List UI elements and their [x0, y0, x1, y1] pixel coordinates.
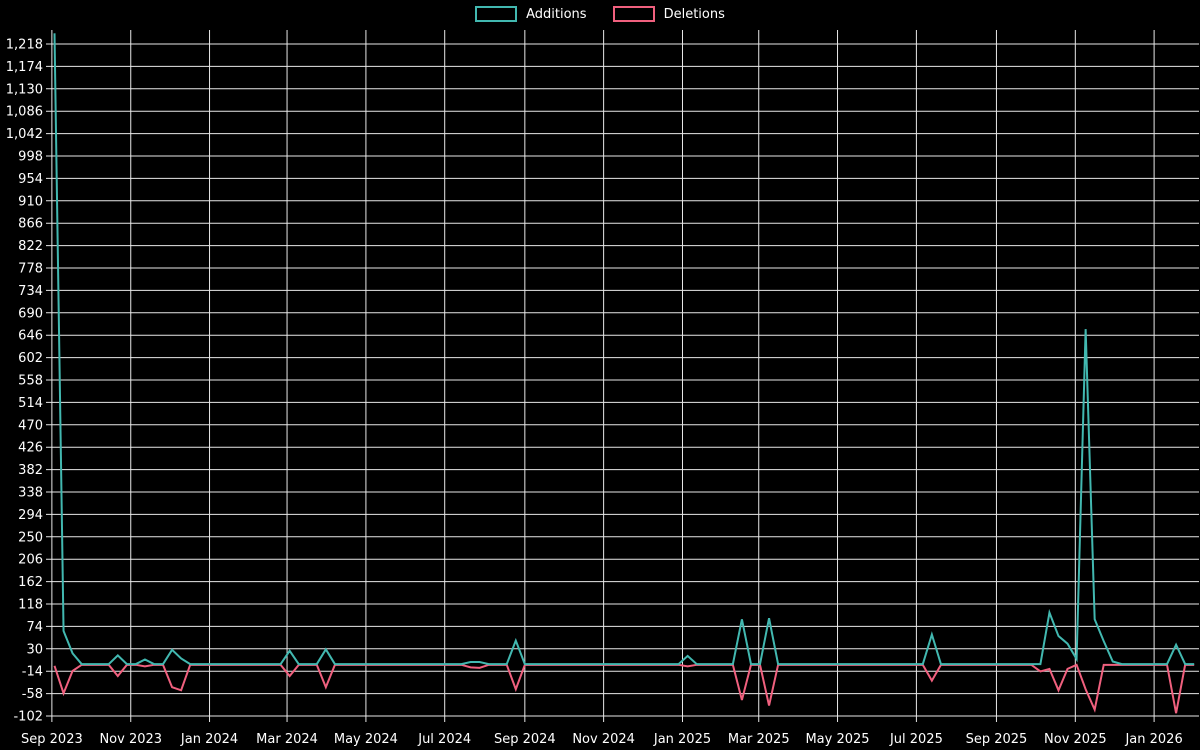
additions-line: [53, 33, 1195, 666]
x-tick-label: Jan 2026: [1124, 732, 1182, 747]
legend-item-additions[interactable]: Additions: [475, 6, 587, 22]
deletions-swatch: [612, 6, 655, 22]
y-tick-label: 470: [18, 418, 43, 433]
y-tick-label: 206: [18, 553, 43, 568]
x-tick-label: Jul 2024: [417, 732, 471, 747]
y-tick-label: 338: [18, 485, 43, 500]
y-tick-label: 1,042: [6, 127, 43, 142]
axis-labels: 1,218 1,174 1,130 1,086 1,042 998 954 910 866 822…: [6, 37, 1183, 747]
y-tick-label: -14: [22, 665, 43, 680]
x-tick-label: Jul 2025: [889, 732, 943, 747]
x-tick-label: May 2025: [805, 732, 869, 747]
additions-swatch: [475, 6, 518, 22]
y-tick-label: 910: [18, 194, 43, 209]
x-tick-label: Sep 2023: [21, 732, 83, 747]
y-tick-label: 514: [18, 396, 43, 411]
y-tick-label: 734: [18, 284, 43, 299]
grid-lines: [46, 30, 1199, 722]
x-tick-label: Nov 2025: [1044, 732, 1107, 747]
y-tick-label: 426: [18, 441, 43, 456]
x-tick-label: Sep 2025: [966, 732, 1028, 747]
additions-legend-label: Additions: [526, 6, 587, 22]
y-tick-label: -58: [22, 687, 43, 702]
y-tick-label: -102: [13, 709, 43, 724]
y-tick-label: 1,130: [6, 82, 43, 97]
chart-legend: Additions Deletions: [0, 6, 1200, 22]
y-tick-label: 822: [18, 239, 43, 254]
y-tick-label: 118: [18, 597, 43, 612]
y-tick-label: 30: [26, 642, 43, 657]
y-tick-label: 954: [18, 172, 43, 187]
x-tick-label: Nov 2023: [99, 732, 162, 747]
y-tick-label: 294: [18, 508, 43, 523]
y-tick-label: 866: [18, 217, 43, 232]
x-tick-label: Jan 2024: [180, 732, 238, 747]
x-tick-label: Mar 2024: [256, 732, 318, 747]
legend-item-deletions[interactable]: Deletions: [612, 6, 725, 22]
y-tick-label: 382: [18, 463, 43, 478]
x-tick-label: May 2024: [334, 732, 398, 747]
y-tick-label: 646: [18, 329, 43, 344]
y-tick-label: 74: [26, 620, 43, 635]
y-tick-label: 778: [18, 261, 43, 276]
y-tick-label: 250: [18, 530, 43, 545]
y-tick-label: 558: [18, 373, 43, 388]
y-tick-label: 602: [18, 351, 43, 366]
y-tick-label: 162: [18, 575, 43, 590]
x-tick-label: Nov 2024: [572, 732, 635, 747]
x-tick-label: Jan 2025: [653, 732, 711, 747]
y-tick-label: 1,174: [6, 60, 43, 75]
y-tick-label: 690: [18, 306, 43, 321]
y-tick-label: 1,218: [6, 37, 43, 52]
x-tick-label: Mar 2025: [728, 732, 790, 747]
y-tick-label: 1,086: [6, 105, 43, 120]
deletions-legend-label: Deletions: [663, 6, 725, 22]
y-tick-label: 998: [18, 149, 43, 164]
x-tick-label: Sep 2024: [494, 732, 556, 747]
